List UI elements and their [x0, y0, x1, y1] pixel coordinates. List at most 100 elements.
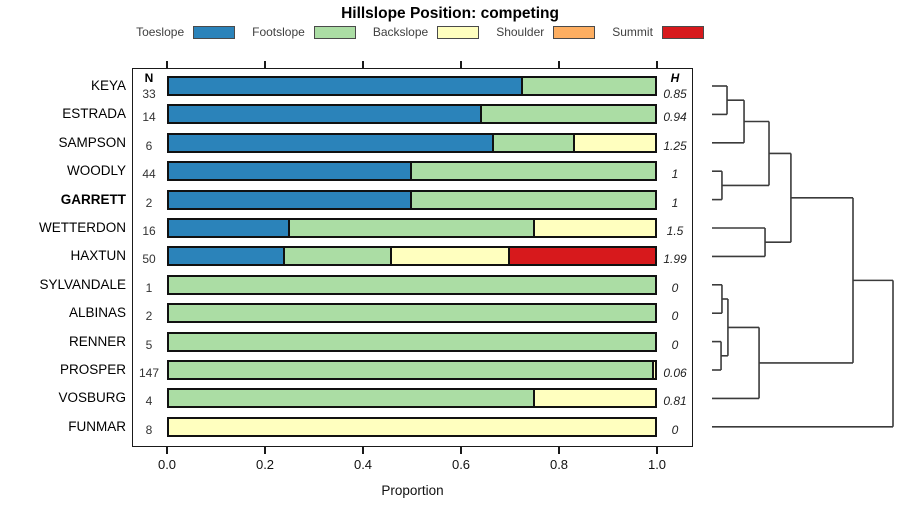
bar-segment-footslope: [167, 274, 657, 295]
legend: Toeslope Footslope Backslope Shoulder Su…: [0, 25, 840, 39]
bar-row: [167, 274, 657, 295]
h-value: 1.25: [663, 138, 687, 153]
bar-segment-footslope: [287, 218, 535, 238]
bar-row: [167, 246, 657, 267]
x-tick-bottom: [166, 446, 168, 454]
legend-item-summit: Summit: [612, 25, 704, 39]
h-column-header: H: [670, 71, 680, 85]
x-tick-top: [166, 61, 168, 68]
bar-row: [167, 388, 657, 409]
x-tick-top: [656, 61, 658, 68]
series-label: FUNMAR: [68, 418, 126, 434]
series-label: SAMPSON: [58, 134, 126, 150]
x-tick-bottom: [362, 446, 364, 454]
x-tick-top: [264, 61, 266, 68]
n-value: 16: [142, 224, 156, 238]
n-value: 2: [145, 309, 153, 324]
n-value: 2: [145, 195, 153, 210]
legend-swatch-footslope: [313, 25, 356, 39]
series-label: PROSPER: [59, 362, 126, 377]
n-value: 33: [142, 87, 156, 101]
bar-segment-toeslope: [167, 218, 290, 238]
bar-segment-toeslope: [167, 76, 524, 96]
bar-segment-backslope: [651, 360, 657, 380]
x-tick-label: 0.6: [451, 457, 471, 472]
x-tick-bottom: [264, 446, 266, 454]
legend-label: Backslope: [372, 25, 429, 39]
bar-row: [167, 416, 657, 437]
series-label: KEYA: [90, 78, 126, 93]
bar-row: [167, 161, 657, 182]
h-value: 1.99: [663, 252, 687, 267]
series-label: GARRETT: [60, 191, 126, 207]
legend-swatch-shoulder: [553, 25, 596, 39]
x-tick-label: 0.4: [353, 457, 373, 472]
bar-segment-backslope: [532, 218, 657, 238]
bar-segment-toeslope: [167, 104, 483, 125]
x-tick-label: 0.2: [255, 457, 275, 472]
x-tick-top: [460, 61, 462, 68]
series-label: HAXTUN: [70, 248, 126, 264]
legend-swatch-backslope: [437, 25, 480, 39]
x-tick-top: [558, 61, 560, 68]
n-cell: N 33: [133, 70, 165, 102]
n-value: 50: [142, 252, 156, 267]
bar-row: [167, 218, 657, 238]
legend-item-footslope: Footslope: [252, 25, 356, 39]
series-label: WOODLY: [66, 163, 126, 179]
plot-panel: [132, 68, 693, 447]
legend-swatch-toeslope: [193, 25, 236, 39]
bar-segment-footslope: [167, 388, 535, 409]
h-value: 1: [671, 167, 679, 182]
h-value: 0.85: [663, 87, 687, 101]
bar-row: [167, 331, 657, 352]
bar-segment-backslope: [167, 416, 657, 437]
n-value: 5: [145, 337, 153, 352]
h-value: 0.94: [663, 110, 687, 125]
h-value: 0: [671, 280, 679, 295]
legend-item-shoulder: Shoulder: [496, 25, 596, 39]
x-tick-label: 1.0: [647, 457, 667, 472]
h-value: 0.81: [663, 394, 687, 409]
bar-segment-backslope: [390, 246, 510, 267]
n-value: 14: [142, 110, 156, 125]
x-tick-bottom: [460, 446, 462, 454]
legend-label: Shoulder: [496, 25, 545, 39]
series-label: ESTRADA: [62, 106, 126, 122]
bar-segment-footslope: [480, 104, 657, 125]
legend-label: Summit: [612, 25, 653, 39]
bar-segment-backslope: [573, 132, 657, 153]
bar-row: [167, 76, 657, 96]
series-label: SYLVANDALE: [39, 276, 126, 292]
bar-segment-backslope: [532, 388, 657, 409]
n-value: 44: [142, 167, 156, 182]
bar-segment-footslope: [491, 132, 576, 153]
h-cell: H 0.85: [657, 70, 693, 102]
n-value: 8: [145, 422, 153, 437]
x-axis-label: Proportion: [381, 483, 444, 498]
x-tick-bottom: [558, 446, 560, 454]
bar-row: [167, 104, 657, 125]
bar-segment-footslope: [521, 76, 657, 96]
h-value: 1.5: [666, 224, 684, 238]
h-value: 0: [671, 337, 679, 352]
bar-segment-footslope: [410, 189, 657, 210]
n-value: 4: [145, 394, 153, 409]
series-label: RENNER: [68, 333, 126, 349]
h-value: 0: [671, 309, 679, 324]
bar-row: [167, 360, 657, 380]
bar-segment-footslope: [167, 360, 654, 380]
bar-segment-footslope: [410, 161, 657, 182]
bar-segment-toeslope: [167, 161, 412, 182]
legend-swatch-summit: [661, 25, 704, 39]
x-tick-label: 0.0: [157, 457, 177, 472]
n-value: 147: [138, 366, 160, 380]
legend-label: Toeslope: [136, 25, 185, 39]
n-value: 6: [145, 138, 153, 153]
x-tick-label: 0.8: [549, 457, 569, 472]
legend-label: Footslope: [252, 25, 305, 39]
bar-segment-footslope: [282, 246, 393, 267]
bar-segment-footslope: [167, 331, 657, 352]
h-value: 1: [671, 195, 679, 210]
